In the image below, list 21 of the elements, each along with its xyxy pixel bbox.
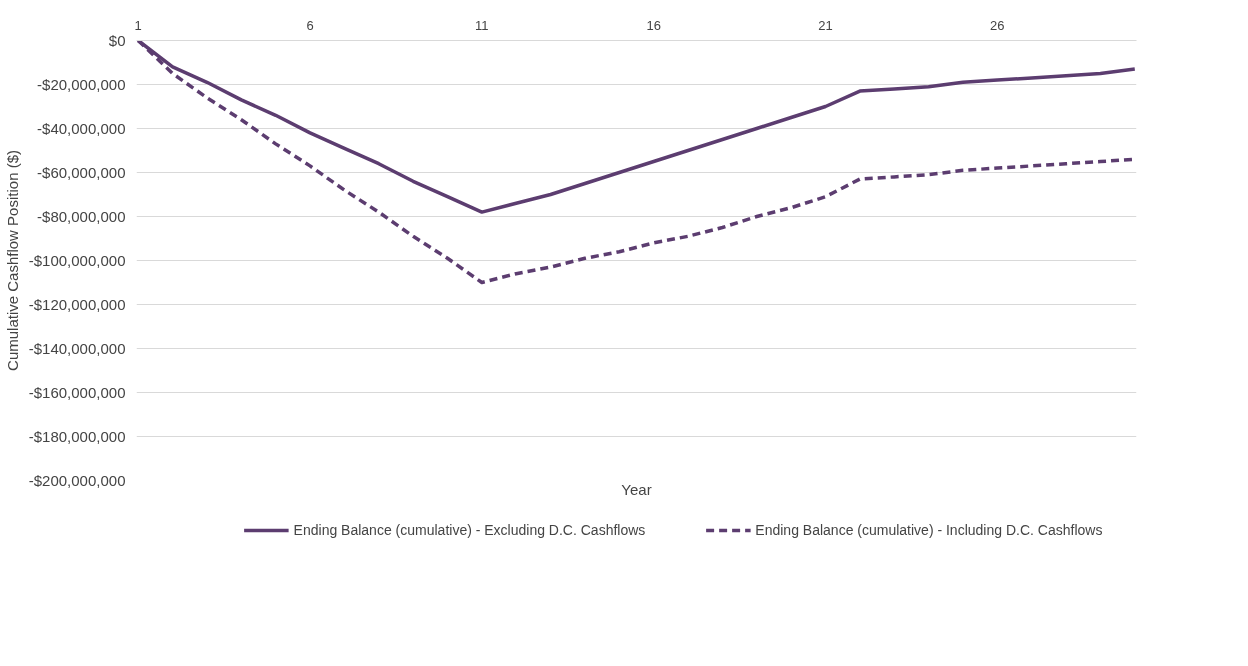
y-tick-label: -$120,000,000 <box>28 296 126 313</box>
x-tick-label: 1 <box>134 17 142 33</box>
x-tick-label: 16 <box>646 17 661 33</box>
y-tick-label: -$160,000,000 <box>28 384 126 401</box>
x-tick-label: 11 <box>475 17 489 33</box>
x-tick-label: 6 <box>306 17 314 33</box>
y-tick-label: -$180,000,000 <box>28 428 126 445</box>
y-tick-label: -$60,000,000 <box>37 164 126 181</box>
y-axis-title: Cumulative Cashflow Position ($) <box>3 150 21 371</box>
y-tick-label: -$80,000,000 <box>37 208 126 225</box>
y-tick-label: $0 <box>108 32 126 49</box>
x-axis-title: Year <box>621 480 652 498</box>
y-tick-label: -$100,000,000 <box>28 252 126 269</box>
legend-label: Ending Balance (cumulative) - Including D.C. Cashflows <box>755 522 1103 538</box>
y-tick-label: -$20,000,000 <box>37 76 126 93</box>
legend-label: Ending Balance (cumulative) - Excluding D.C. Cashflows <box>293 522 646 538</box>
x-tick-label: 21 <box>818 17 833 33</box>
y-tick-label: -$140,000,000 <box>28 340 126 357</box>
y-tick-label: -$200,000,000 <box>28 472 126 489</box>
y-tick-label: -$40,000,000 <box>37 120 126 137</box>
x-tick-label: 26 <box>990 17 1005 33</box>
